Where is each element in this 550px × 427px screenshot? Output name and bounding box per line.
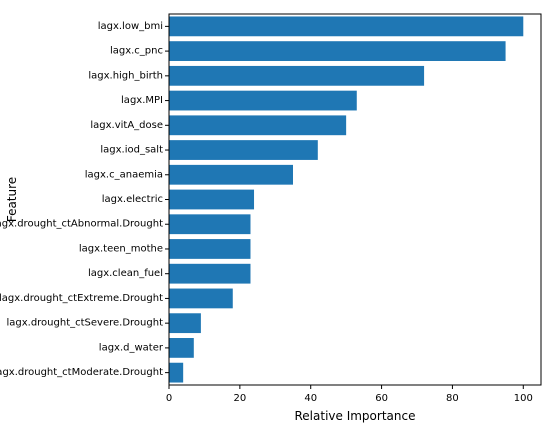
bar-lagx.teen_mothe: [169, 239, 251, 259]
x-axis-label: Relative Importance: [295, 409, 416, 423]
x-tick-label: 60: [375, 393, 388, 404]
y-tick-label: lagx.d_water: [99, 342, 164, 353]
y-tick-label: lagx.drought_ctSevere.Drought: [6, 318, 163, 329]
y-tick-label: lagx.low_bmi: [98, 21, 163, 32]
y-axis-label: Feature: [5, 177, 19, 222]
bars-group: [169, 16, 524, 383]
bar-lagx.MPI: [169, 90, 357, 111]
y-tick-label: lagx.drought_ctAbnormal.Drought: [0, 219, 163, 230]
bar-lagx.clean_fuel: [169, 263, 251, 284]
bar-lagx.drought_ctExtreme.Drought: [169, 288, 233, 309]
y-tick-label: lagx.high_birth: [88, 70, 163, 81]
x-tick-label: 100: [514, 393, 533, 404]
y-tick-label: lagx.clean_fuel: [88, 268, 163, 279]
x-tick-label: 80: [446, 393, 459, 404]
y-tick-label: lagx.c_pnc: [110, 46, 163, 57]
y-tick-label: lagx.vitA_dose: [90, 120, 163, 131]
bar-lagx.c_anaemia: [169, 164, 293, 185]
bar-lagx.drought_ctModerate.Drought: [169, 362, 184, 383]
bar-lagx.high_birth: [169, 65, 425, 86]
plot-frame: [168, 13, 542, 386]
y-tick-label: lagx.c_anaemia: [85, 169, 163, 180]
bar-lagx.c_pnc: [169, 41, 506, 61]
bar-lagx.d_water: [169, 338, 194, 358]
x-tick-label: 40: [304, 393, 317, 404]
x-tick-label: 20: [233, 393, 246, 404]
y-tick-label: lagx.electric: [102, 194, 163, 205]
bar-lagx.low_bmi: [169, 16, 524, 37]
bar-lagx.drought_ctAbnormal.Drought: [169, 214, 251, 235]
y-tick-label: lagx.drought_ctModerate.Drought: [0, 367, 163, 378]
bar-lagx.vitA_dose: [169, 115, 347, 136]
bar-lagx.drought_ctSevere.Drought: [169, 313, 201, 334]
bar-lagx.iod_salt: [169, 140, 318, 160]
x-tick-label: 0: [166, 393, 172, 404]
bar-lagx.electric: [169, 189, 255, 210]
y-tick-label: lagx.iod_salt: [100, 145, 163, 156]
y-tick-label: lagx.MPI: [121, 95, 163, 106]
y-tick-label: lagx.drought_ctExtreme.Drought: [0, 293, 163, 304]
y-tick-label: lagx.teen_mothe: [79, 243, 163, 254]
x-axis-ticks: 0 20 40 60 80 100: [166, 385, 533, 404]
y-axis-ticks: lagx.low_bmi lagx.c_pnc lagx.high_birthlag…: [0, 21, 169, 378]
